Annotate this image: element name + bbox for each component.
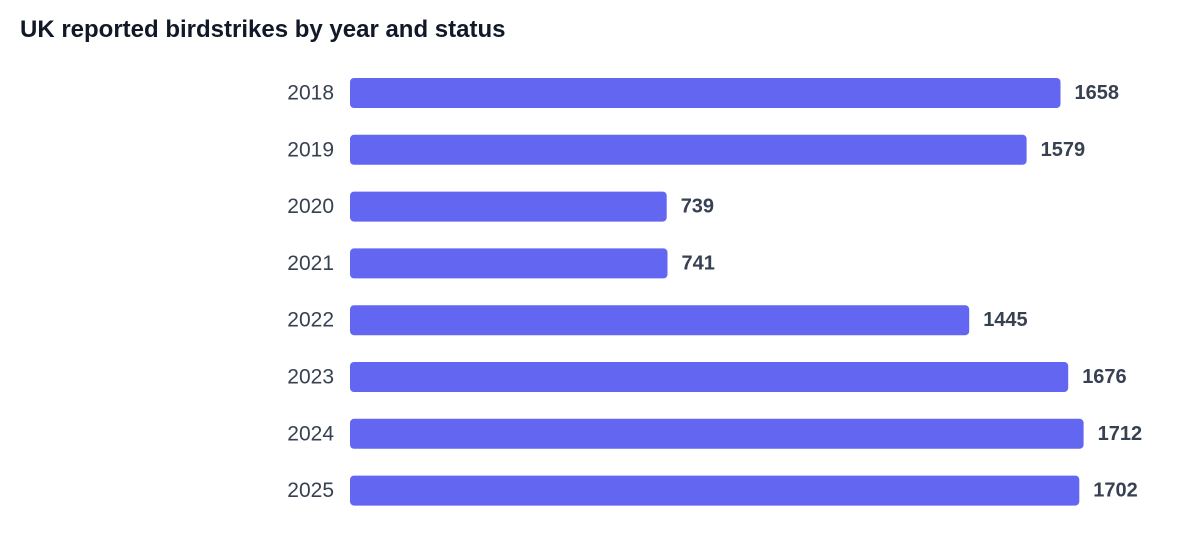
category-label-2022: 2022 (287, 309, 334, 332)
bar-2022 (350, 305, 970, 336)
bar-2020 (350, 191, 667, 222)
category-label-2025: 2025 (287, 479, 334, 502)
value-label-2025: 1702 (1093, 480, 1138, 502)
bar-2019 (350, 134, 1027, 165)
category-label-2023: 2023 (287, 366, 334, 389)
bar-2021 (350, 248, 668, 279)
value-label-2022: 1445 (983, 309, 1027, 331)
chart-title: UK reported birdstrikes by year and stat… (20, 16, 506, 43)
bar-2025 (350, 475, 1080, 506)
value-label-2024: 1712 (1098, 423, 1143, 445)
bar-2018 (350, 78, 1061, 108)
value-label-2023: 1676 (1082, 366, 1127, 388)
bar-2024 (350, 418, 1084, 449)
bar-2023 (350, 362, 1069, 392)
value-label-2019: 1579 (1041, 139, 1086, 161)
category-label-2024: 2024 (287, 422, 334, 445)
category-label-2018: 2018 (287, 82, 334, 105)
value-label-2018: 1658 (1075, 82, 1120, 104)
category-label-2019: 2019 (287, 138, 334, 161)
category-label-2020: 2020 (287, 195, 334, 218)
value-label-2021: 741 (682, 252, 715, 274)
category-label-2021: 2021 (287, 252, 334, 275)
value-label-2020: 739 (681, 196, 714, 218)
